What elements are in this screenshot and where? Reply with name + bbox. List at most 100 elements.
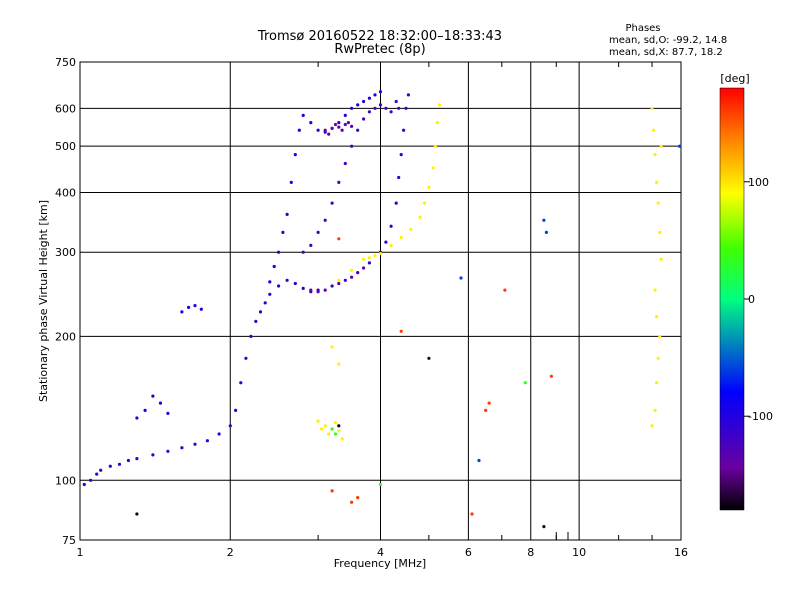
data-point	[397, 175, 401, 180]
data-point	[330, 284, 334, 288]
data-point	[437, 103, 441, 107]
y-tick-label: 200	[55, 330, 76, 343]
data-point	[484, 408, 488, 412]
data-point	[126, 458, 130, 463]
data-point	[653, 288, 657, 292]
data-point	[337, 429, 341, 433]
data-point	[301, 286, 305, 290]
data-point	[228, 424, 232, 428]
data-point	[399, 153, 403, 157]
data-point	[367, 256, 371, 260]
data-point	[217, 432, 221, 436]
data-point	[166, 411, 170, 415]
data-point	[659, 257, 663, 261]
data-point	[82, 482, 86, 487]
data-point	[350, 268, 354, 272]
data-point	[356, 103, 360, 107]
colorbar-ticks: 100 0 -100	[744, 176, 773, 423]
data-point	[346, 121, 350, 125]
data-point	[409, 227, 413, 231]
data-point	[309, 121, 313, 125]
data-point	[389, 243, 393, 247]
x-tick-label: 6	[465, 546, 472, 559]
data-point	[316, 230, 320, 234]
data-point	[656, 356, 660, 360]
data-point	[99, 468, 103, 472]
chart-subtitle: RwPretec (8p)	[334, 42, 425, 57]
data-point	[330, 126, 334, 130]
data-point	[333, 122, 338, 127]
data-point	[655, 315, 659, 319]
data-point	[356, 496, 360, 500]
data-point	[343, 278, 347, 282]
y-tick-label: 100	[55, 474, 76, 487]
data-point	[309, 288, 313, 292]
data-point	[330, 345, 334, 349]
data-points	[82, 90, 682, 529]
data-point	[659, 144, 663, 148]
stats-heading: Phases	[625, 23, 660, 34]
data-point	[135, 512, 139, 516]
data-point	[343, 122, 347, 127]
data-point	[193, 442, 197, 446]
data-point	[327, 132, 331, 136]
x-tick-label: 2	[227, 546, 234, 559]
data-point	[330, 427, 334, 431]
colorbar-label: [deg]	[720, 72, 749, 85]
data-point	[293, 153, 297, 157]
data-point	[289, 180, 293, 184]
data-point	[193, 304, 197, 308]
data-point	[95, 472, 99, 476]
data-point	[337, 424, 341, 428]
data-point	[470, 512, 474, 516]
data-point	[285, 278, 289, 282]
data-point	[268, 292, 272, 296]
data-point	[316, 419, 320, 423]
data-point	[333, 421, 338, 425]
data-point	[655, 381, 659, 385]
data-point	[350, 144, 354, 148]
data-point	[549, 374, 554, 378]
stats-x-line: mean, sd,X: 87.7, 18.2	[609, 47, 723, 58]
data-point	[301, 250, 305, 254]
data-point	[340, 437, 344, 441]
data-point	[239, 381, 243, 385]
data-point	[135, 416, 139, 420]
data-point	[422, 201, 427, 205]
data-point	[656, 201, 660, 205]
data-point	[418, 215, 422, 219]
data-point	[389, 224, 393, 228]
y-axis: 75 100 200 300 400 500 600 750	[55, 56, 76, 547]
data-point	[459, 276, 463, 280]
data-point	[544, 230, 549, 234]
data-point	[399, 329, 403, 333]
data-point	[678, 144, 682, 148]
colorbar-tick-label: 100	[748, 176, 769, 189]
data-point	[343, 113, 347, 117]
data-point	[199, 307, 203, 311]
data-point	[285, 212, 289, 216]
colorbar	[719, 87, 745, 511]
data-point	[542, 525, 546, 529]
data-point	[378, 252, 383, 256]
data-point	[652, 128, 656, 132]
data-point	[362, 99, 366, 104]
data-point	[330, 201, 334, 205]
data-point	[384, 106, 388, 110]
data-point	[378, 482, 383, 487]
data-point	[427, 185, 431, 189]
data-point	[362, 117, 366, 121]
data-point	[378, 103, 383, 107]
data-point	[650, 424, 654, 428]
x-tick-label: 8	[527, 546, 534, 559]
y-tick-label: 600	[55, 102, 76, 115]
data-point	[272, 264, 276, 269]
x-tick-label: 16	[674, 546, 688, 559]
x-axis: 1 2 4 6 8 10 16	[77, 62, 688, 559]
data-point	[542, 218, 546, 222]
data-point	[373, 254, 377, 258]
data-point	[362, 266, 366, 270]
data-point	[399, 235, 403, 240]
data-point	[205, 439, 209, 443]
